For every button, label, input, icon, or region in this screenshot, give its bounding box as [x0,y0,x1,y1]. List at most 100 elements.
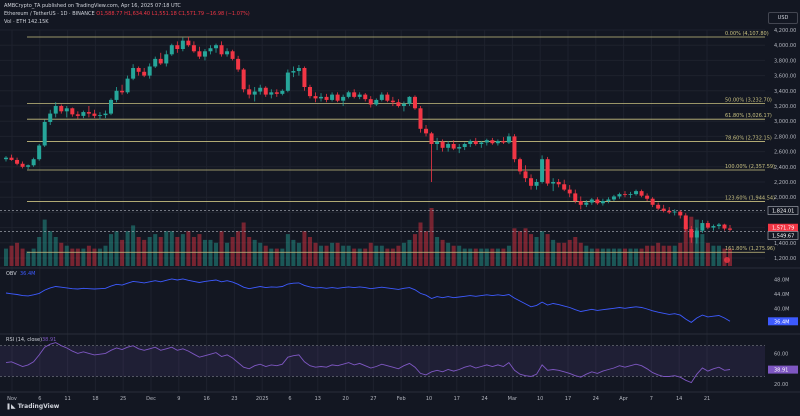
price-label: 1,549.67 [772,233,794,239]
volume-bars [4,208,732,266]
volume-bar [645,245,650,266]
candle-body [473,140,478,144]
x-tick-label: 6 [288,396,291,402]
candle-body [208,48,213,52]
y-tick-label: 4,200.00 [774,28,796,34]
candle-body [169,45,174,55]
volume-bar [86,245,91,266]
volume-bar [136,237,141,266]
y-tick-label: 3,000.00 [774,119,796,125]
candle-body [291,71,296,73]
x-tick-label: 11 [64,396,70,402]
candle-body [307,87,312,97]
volume-bar [617,248,622,266]
volume-bar [180,234,185,266]
candle-body [429,133,434,144]
volume-bar [219,231,224,266]
candle-body [247,89,252,95]
volume-bar [252,239,257,266]
candle-body [20,163,25,167]
obv-value-box [768,317,798,326]
volume-bar [158,237,163,266]
volume-bar [142,239,147,266]
candle-body [191,45,196,52]
volume-bar [75,248,80,266]
volume-bar [330,242,335,266]
candle-body [424,128,429,134]
volume-bar [285,234,290,266]
x-tick-label: 2025 [256,396,269,402]
candle-body [136,68,141,72]
volume-bar [169,231,174,266]
candle-body [379,94,384,100]
candle-body [346,92,351,97]
fib-label: 100.00% (2,357.59) [725,164,775,170]
volume-bar [341,245,346,266]
volume-bar [407,239,412,266]
candle-body [628,194,633,195]
volume-bar [208,239,213,266]
volume-bar [501,248,506,266]
volume-bar [363,248,368,266]
candle-body [296,68,301,72]
volume-bar [153,234,158,266]
candle-body [529,178,534,186]
volume-bar [705,242,710,266]
volume-bar [424,231,429,266]
volume-bar [567,239,572,266]
volume-bar [379,245,384,266]
candle-body [694,230,699,238]
candle-body [440,141,445,148]
price-label-box [768,223,798,232]
currency-selector[interactable]: USD [768,12,798,24]
volume-bar [26,251,31,266]
volume-bar [540,231,545,266]
x-tick-label: Apr [619,396,629,402]
rsi-value-box [768,365,798,374]
volume-bar [175,237,180,266]
y-tick-label: 3,200.00 [774,104,796,110]
x-tick-label: 18 [92,396,98,402]
x-tick-label: 24 [593,396,599,402]
candle-body [534,182,539,186]
candle-body [418,108,423,129]
obv-value: 36.4M [20,271,35,277]
rsi-title: RSI (14, close) [6,337,42,343]
candle-body [451,144,456,149]
obv-tick-label: 48.0M [774,277,789,283]
volume-bar [534,237,539,266]
y-tick-label: 4,000.00 [774,43,796,49]
volume-bar [186,231,191,266]
volume-bar [9,245,14,266]
volume-bar [263,245,268,266]
volume-bar [589,248,594,266]
candle-body [412,96,417,109]
volume-bar [656,242,661,266]
candle-body [401,103,406,106]
candle-body [280,90,285,94]
candle-body [81,112,86,116]
obv-tick-label: 44.0M [774,292,789,298]
volume-bar [412,234,417,266]
x-tick-label: 13 [315,396,321,402]
y-tick-label: 1,400.00 [774,241,796,247]
y-tick-label: 3,800.00 [774,58,796,64]
y-tick-label: 2,000.00 [774,195,796,201]
volume-bar [556,242,561,266]
candles [4,36,732,244]
volume-bar [667,245,672,266]
candle-body [103,113,108,116]
candle-body [357,94,362,97]
candle-body [645,195,650,199]
volume-bar [506,245,511,266]
y-tick-label: 2,400.00 [774,165,796,171]
main-grid [0,29,765,392]
volume-bar [269,248,274,266]
volume-bar [495,248,500,266]
candle-body [495,140,500,144]
x-tick-label: 27 [370,396,376,402]
candle-body [302,68,307,87]
logo-text: TradingView [17,403,60,410]
volume-bar [401,242,406,266]
